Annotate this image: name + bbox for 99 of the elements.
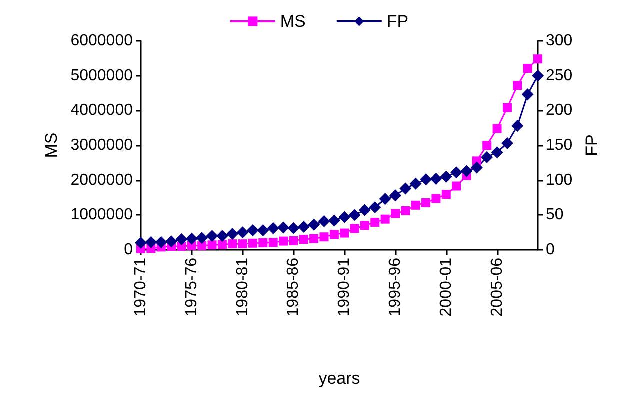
point [279,236,288,246]
y-tick-label: 2000000 [70,172,134,189]
point [338,211,351,224]
point [379,193,392,206]
point [400,182,412,195]
point [299,235,308,244]
point [380,214,390,224]
point [390,209,400,218]
point [198,241,207,250]
point [482,141,492,150]
x-tick-label: 1970-71 [132,258,150,317]
legend-label: MS [280,12,306,31]
y2-axis-title: FP [582,134,602,156]
point [440,170,452,183]
point [481,151,494,164]
x-tick-label: 1990-91 [336,258,354,317]
point [289,236,298,246]
point [358,204,371,216]
point [145,236,158,248]
point [522,88,534,101]
point [246,224,259,236]
point [248,238,258,248]
point [206,230,218,242]
point [422,198,431,208]
x-tick-label: 2005-06 [488,258,506,317]
point [268,238,278,248]
point [401,206,410,216]
y2-tick-label: 150 [546,137,573,154]
y-tick-label: 5000000 [70,67,134,84]
point [318,215,330,228]
x-tick-label: 1975-76 [183,258,200,317]
legend-label: FP [386,12,409,31]
point [502,103,512,112]
point [288,222,300,234]
point [155,236,168,248]
point [350,224,360,234]
point [216,230,228,242]
point [257,224,270,236]
point [470,162,483,174]
point [450,166,463,179]
point [513,81,522,90]
point [226,228,239,240]
point [196,232,208,244]
y-tick-label: 1000000 [70,206,134,224]
point [491,146,504,158]
point [523,64,532,74]
point [460,165,473,178]
y-tick-label: 0 [124,242,134,258]
point [532,70,544,82]
point [534,54,542,64]
x-axis-title: years [318,369,360,388]
point [238,240,248,249]
point [452,182,462,191]
point [218,240,227,250]
point [258,238,268,248]
y2-tick-label: 50 [546,206,564,224]
point [298,221,310,234]
point [369,202,382,214]
y-tick-label: 4000000 [70,102,134,120]
point [166,236,178,248]
point [267,222,280,234]
point [320,232,329,242]
point [430,172,442,185]
point [236,226,249,239]
point [432,194,441,204]
point [340,228,350,238]
y2-tick-label: 250 [546,67,573,84]
point [411,200,420,210]
point [278,222,290,234]
y2-tick-label: 200 [546,102,573,120]
point [330,230,339,240]
y-tick-label: 3000000 [70,137,134,154]
point [370,218,380,227]
point [328,214,340,227]
x-tick-label: 1995-96 [386,258,404,317]
point [228,240,238,249]
x-tick-label: 2000-01 [438,258,455,317]
point [176,234,188,246]
point [512,120,524,132]
point [348,209,361,222]
y2-tick-label: 0 [546,242,555,258]
x-tick-label: 1985-86 [285,258,302,317]
point [208,240,217,250]
point [389,190,402,202]
y2-tick-label: 100 [546,172,573,189]
point [310,234,319,244]
point [442,190,451,200]
y-tick-label: 6000000 [70,32,134,50]
point [308,218,320,231]
point [360,221,370,230]
point [410,178,422,190]
point [420,174,432,186]
point [501,137,514,150]
y2-tick-label: 300 [546,32,573,50]
y-axis-title: MS [42,132,61,158]
point [186,232,198,245]
point [135,237,147,250]
point [492,124,502,134]
x-tick-label: 1980-81 [234,258,252,317]
